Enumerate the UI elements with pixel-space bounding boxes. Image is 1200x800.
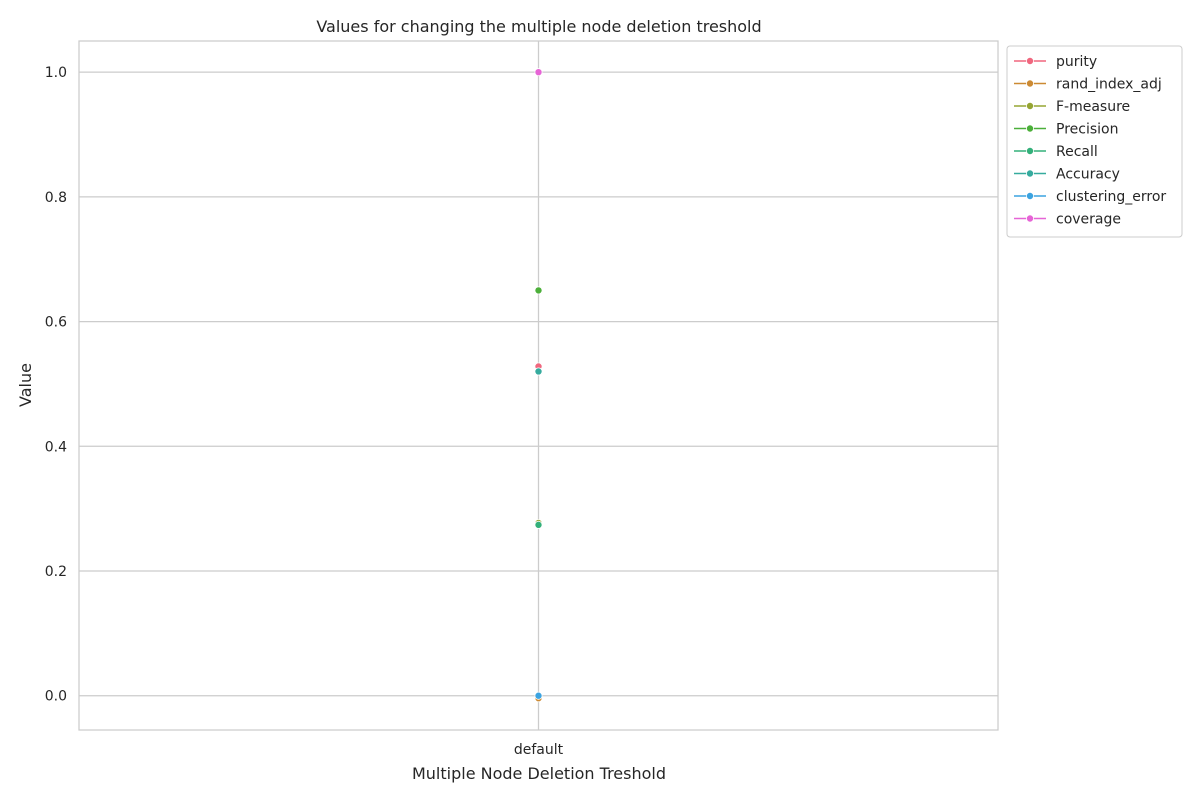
- y-tick-label: 0.2: [45, 564, 67, 580]
- legend-item-rand-index-adj: rand_index_adj: [1014, 77, 1162, 93]
- legend: purity rand_index_adj F-measure Precision Re…: [1006, 45, 1183, 238]
- legend-item-f-measure: F-measure: [1014, 99, 1130, 115]
- point-precision: [534, 286, 543, 295]
- legend-item-coverage: coverage: [1014, 212, 1121, 228]
- legend-marker: [1026, 57, 1035, 66]
- legend-label: coverage: [1056, 212, 1121, 228]
- y-tick-label: 0.6: [45, 315, 67, 331]
- legend-frame: [1006, 45, 1183, 238]
- x-axis-label: Multiple Node Deletion Treshold: [412, 764, 666, 783]
- x-tick-label: default: [514, 742, 564, 758]
- data-points: [534, 68, 543, 703]
- y-axis-label: Value: [16, 363, 35, 407]
- legend-marker: [1026, 146, 1035, 155]
- y-tick-label: 0.8: [45, 190, 67, 206]
- grid: [79, 41, 998, 730]
- x-tick-labels: default: [514, 742, 564, 758]
- legend-marker: [1026, 214, 1035, 223]
- legend-label: rand_index_adj: [1056, 77, 1162, 93]
- point-clustering-error: [534, 691, 543, 700]
- legend-label: clustering_error: [1056, 189, 1166, 205]
- y-tick-labels: 0.0 0.2 0.4 0.6 0.8 1.0: [45, 65, 67, 705]
- legend-label: Accuracy: [1056, 167, 1120, 183]
- legend-marker: [1026, 124, 1035, 133]
- legend-marker: [1026, 102, 1035, 111]
- legend-label: purity: [1056, 54, 1097, 70]
- legend-item-accuracy: Accuracy: [1014, 167, 1120, 183]
- chart-title: Values for changing the multiple node de…: [316, 17, 761, 36]
- plot-frame: [78, 40, 999, 731]
- legend-marker: [1026, 79, 1035, 88]
- point-accuracy: [534, 367, 543, 376]
- legend-item-purity: purity: [1014, 54, 1097, 70]
- y-tick-label: 0.0: [45, 689, 67, 705]
- y-tick-label: 1.0: [45, 65, 67, 81]
- legend-marker: [1026, 191, 1035, 200]
- legend-label: F-measure: [1056, 99, 1130, 115]
- legend-item-recall: Recall: [1014, 144, 1098, 160]
- legend-label: Recall: [1056, 144, 1098, 160]
- point-coverage: [534, 68, 543, 77]
- legend-marker: [1026, 169, 1035, 178]
- point-recall: [534, 520, 543, 529]
- legend-item-precision: Precision: [1014, 122, 1118, 138]
- y-tick-label: 0.4: [45, 439, 67, 455]
- legend-label: Precision: [1056, 122, 1118, 138]
- legend-item-clustering-error: clustering_error: [1014, 189, 1166, 205]
